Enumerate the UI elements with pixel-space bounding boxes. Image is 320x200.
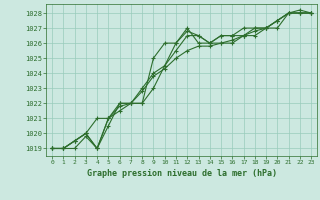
X-axis label: Graphe pression niveau de la mer (hPa): Graphe pression niveau de la mer (hPa) — [87, 169, 276, 178]
